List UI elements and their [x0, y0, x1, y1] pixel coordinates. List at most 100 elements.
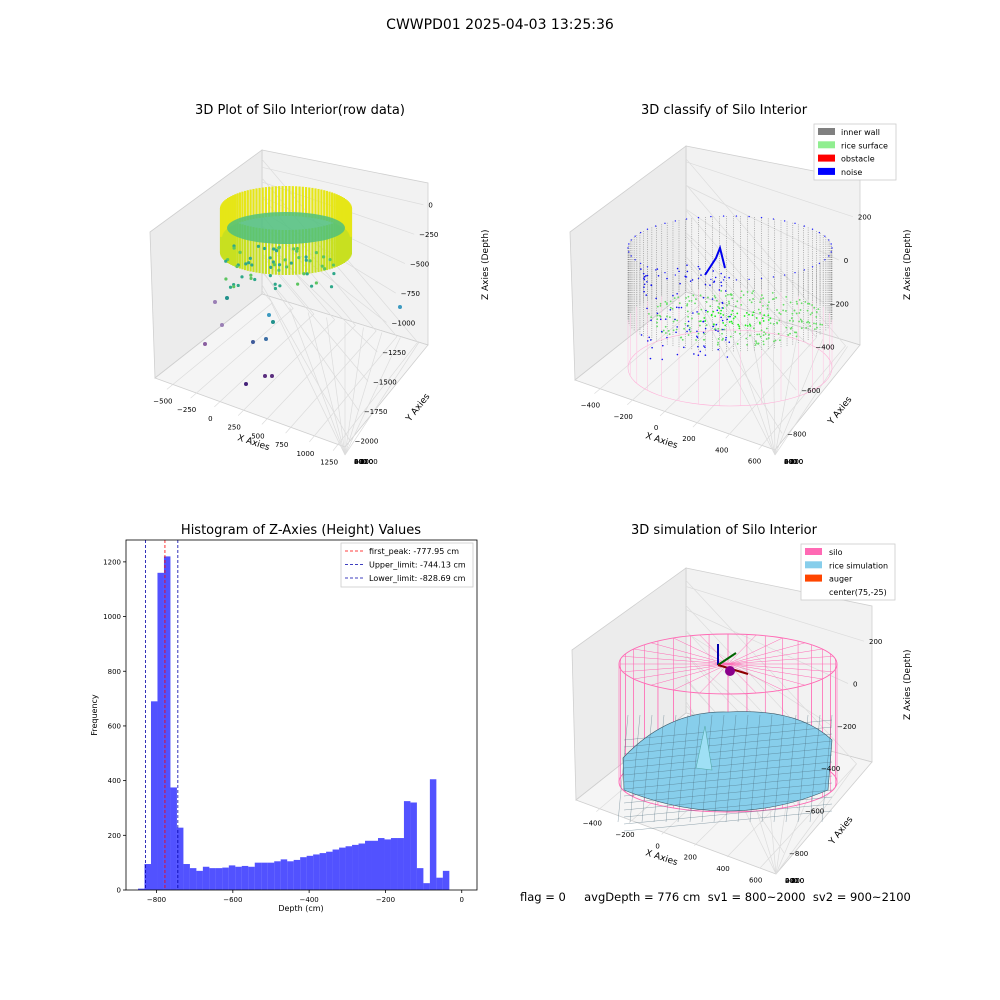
- classify-surface-point: [742, 294, 745, 296]
- raw-y-tick: 0: [354, 458, 358, 466]
- classify-surface-point: [749, 324, 752, 327]
- classify-noise-point: [655, 297, 657, 300]
- classify-surface-point: [778, 339, 781, 342]
- classify-surface-point: [752, 327, 755, 330]
- classify-surface-point: [787, 334, 790, 336]
- raw-point: [331, 263, 336, 267]
- histogram-vlines: [145, 540, 179, 890]
- classify-legend-label: rice surface: [841, 141, 888, 150]
- classify-surface-point: [712, 323, 715, 326]
- sim-rice-mesh: [665, 714, 677, 823]
- classify-surface-point: [726, 293, 729, 296]
- raw-point: [262, 246, 267, 251]
- raw-point: [321, 255, 326, 259]
- sim-z-tick: 0: [853, 681, 857, 689]
- classify-noise-point: [715, 329, 717, 332]
- histogram-bar: [313, 854, 320, 890]
- classify-surface-point: [666, 315, 668, 318]
- sim-grid-y: [775, 763, 857, 875]
- sim-ylabel: Y Axies: [827, 815, 856, 848]
- classify-surface-point: [717, 341, 720, 344]
- classify-grid-y: [722, 310, 776, 456]
- classify-noise-point: [630, 255, 632, 257]
- classify-noise-point: [828, 255, 830, 257]
- histogram-y-tick: 1200: [103, 558, 121, 566]
- classify-noise-point: [692, 312, 694, 314]
- classify-surface-point: [790, 317, 793, 320]
- classify-grid-z: [685, 256, 797, 391]
- raw-outlier-point: [263, 374, 267, 378]
- classify-surface-point: [785, 326, 788, 329]
- histogram-bar: [410, 802, 417, 890]
- raw-x-tick: 1000: [296, 450, 314, 458]
- classify-surface-point: [766, 304, 769, 307]
- classify-surface-point: [789, 332, 791, 335]
- classify-surface-point: [722, 337, 724, 340]
- classify-surface-point: [744, 324, 747, 327]
- raw-point: [277, 268, 281, 272]
- sim-auger-axis-y: [717, 652, 737, 666]
- histogram-y-tick: 200: [108, 832, 121, 840]
- raw-z-tick: −500: [410, 261, 429, 269]
- histogram-x-tick: −200: [376, 896, 395, 904]
- histogram-bar: [326, 851, 333, 890]
- classify-noise-point: [714, 276, 717, 279]
- histogram-bar: [254, 862, 262, 890]
- classify-surface-point: [815, 316, 818, 318]
- histogram-bar: [423, 883, 430, 890]
- classify-surface-point: [762, 320, 765, 322]
- classify-surface-point: [808, 302, 811, 305]
- classify-surface-point: [715, 299, 718, 302]
- sim-y-tick: 0: [785, 877, 789, 885]
- classify-noise-point: [722, 328, 724, 331]
- raw-point: [292, 247, 296, 251]
- classify-noise-point: [710, 215, 712, 218]
- classify-noise-point: [718, 289, 721, 291]
- raw-grid-y: [344, 332, 383, 456]
- raw-point: [308, 259, 312, 263]
- classify-y-tick: 200: [784, 458, 797, 466]
- classify-noise-point: [824, 259, 826, 261]
- classify-noise-point: [702, 320, 704, 323]
- classify-surface-point: [734, 315, 737, 318]
- histogram-legend-label: first_peak: -777.95 cm: [369, 547, 459, 556]
- raw-point: [249, 273, 253, 277]
- classify-surface-point: [662, 329, 665, 332]
- sim-rice-mesh: [623, 796, 833, 818]
- classify-noise-point: [748, 278, 750, 281]
- raw-outlier-point: [398, 305, 402, 309]
- classify-surface-point: [749, 334, 751, 337]
- classify-noise-point: [721, 319, 724, 322]
- classify-surface-point: [666, 302, 668, 305]
- classify-noise-point: [831, 247, 833, 249]
- classify-surface-point: [718, 307, 721, 310]
- classify-surface-point: [815, 311, 818, 313]
- classify-grid-x: [685, 158, 846, 450]
- classify-noise-point: [728, 276, 730, 279]
- raw-point: [297, 256, 301, 260]
- classify-noise-point: [818, 231, 821, 234]
- classify-surface-point: [755, 317, 758, 319]
- histogram-x-tick: −800: [147, 896, 166, 904]
- histogram-x-tick: −400: [300, 896, 319, 904]
- histogram-bar: [215, 868, 223, 890]
- classify-surface-point: [734, 331, 737, 333]
- raw-surface: [227, 212, 345, 244]
- histogram-bar: [261, 862, 268, 890]
- classify-surface-point: [703, 338, 706, 341]
- classify-noise-point: [645, 275, 647, 277]
- figure-title: CWWPD01 2025-04-03 13:25:36: [386, 17, 614, 33]
- classify-surface-point: [762, 343, 765, 346]
- histogram-bar: [365, 840, 372, 890]
- classify-surface-point: [788, 319, 791, 322]
- classify-noise-point: [704, 354, 707, 356]
- classify-legend-label: noise: [841, 168, 862, 177]
- classify-surface-point: [796, 302, 799, 305]
- sim-rice-mesh: [623, 726, 833, 748]
- classify-z-tick: 200: [858, 214, 871, 222]
- classify-noise-point: [649, 357, 652, 360]
- classify-noise-point: [696, 336, 699, 339]
- classify-surface-point: [757, 343, 759, 345]
- histogram-bar: [209, 868, 216, 890]
- classify-surface-point: [664, 325, 667, 328]
